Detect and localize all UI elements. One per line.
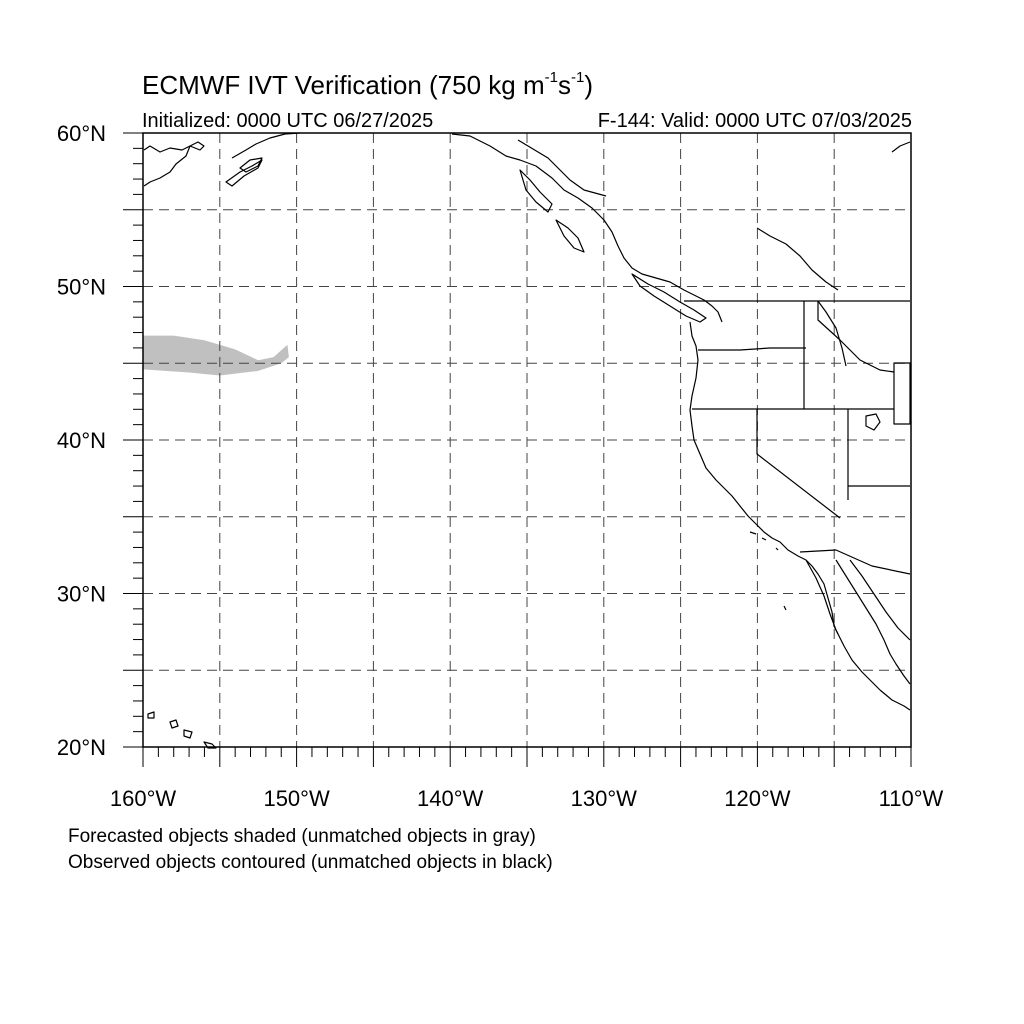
lon-tick-label: 110°W	[879, 786, 944, 811]
map-title: ECMWF IVT Verification (750 kg m-1s-1)	[142, 69, 593, 101]
title-exp-s: -1	[570, 69, 585, 87]
mt-border	[817, 301, 895, 373]
us-mexico-border	[799, 549, 911, 575]
wa-or-border	[698, 347, 806, 351]
hawaii-kauai	[147, 711, 155, 719]
bc-coast	[451, 133, 723, 323]
hawaii-maui	[183, 729, 193, 739]
wy-border	[893, 362, 911, 425]
lon-tick-label: 160°W	[110, 786, 177, 811]
title-mid: s	[557, 70, 571, 100]
channel-islands	[749, 531, 779, 551]
guadalupe-island	[783, 605, 787, 611]
lon-tick-label: 140°W	[417, 786, 484, 811]
forecast-object-0	[143, 335, 289, 376]
mexico-coast	[849, 559, 911, 641]
lon-tick-label: 150°W	[263, 786, 330, 811]
hawaii-big	[203, 741, 217, 749]
haida-gwaii	[555, 219, 585, 253]
lat-tick-label: 40°N	[57, 428, 106, 453]
legend-note-forecast: Forecasted objects shaded (unmatched obj…	[68, 826, 536, 847]
alaska-coast-2	[189, 141, 205, 151]
lon-tick-label: 120°W	[724, 786, 791, 811]
lat-tick-label: 20°N	[57, 735, 106, 760]
alaska-gulf-coast	[231, 132, 301, 159]
lat-tick-label: 30°N	[57, 582, 106, 607]
map-frame	[123, 132, 912, 767]
ca-nv-border	[756, 409, 841, 519]
hawaii-oahu	[169, 719, 179, 729]
vancouver-island	[631, 273, 707, 323]
great-salt-lake	[865, 413, 881, 431]
title-exp-m: -1	[544, 69, 558, 87]
lat-tick-label: 60°N	[57, 121, 106, 146]
map-gridlines	[143, 133, 911, 747]
legend-note-observed: Observed objects contoured (unmatched ob…	[68, 852, 553, 873]
baja-east	[835, 559, 911, 685]
initialized-time: Initialized: 0000 UTC 06/27/2025	[142, 110, 434, 132]
baja-west	[805, 559, 881, 691]
canada-interior	[756, 227, 839, 291]
mexico-coast-2	[879, 689, 911, 711]
alaska-canada-border	[517, 139, 607, 197]
kodiak	[239, 157, 263, 173]
valid-time: F-144: Valid: 0000 UTC 07/03/2025	[597, 110, 912, 132]
hudson-bay-edge	[891, 141, 911, 153]
lon-tick-label: 130°W	[571, 786, 638, 811]
alaska-coast	[143, 145, 191, 187]
forecast-objects	[143, 335, 289, 376]
rockies-border	[817, 300, 847, 367]
alaska-peninsula	[225, 159, 263, 187]
coastlines	[143, 132, 911, 749]
axis-labels: 160°W 150°W 140°W 130°W 120°W 110°W 20°N 30°N 40…	[57, 121, 944, 811]
title-suffix: )	[584, 70, 593, 100]
title-prefix: ECMWF IVT Verification (750 kg m	[142, 70, 545, 100]
se-alaska-islands	[519, 169, 553, 213]
lat-tick-label: 50°N	[57, 275, 106, 300]
us-west-coast	[689, 321, 839, 635]
